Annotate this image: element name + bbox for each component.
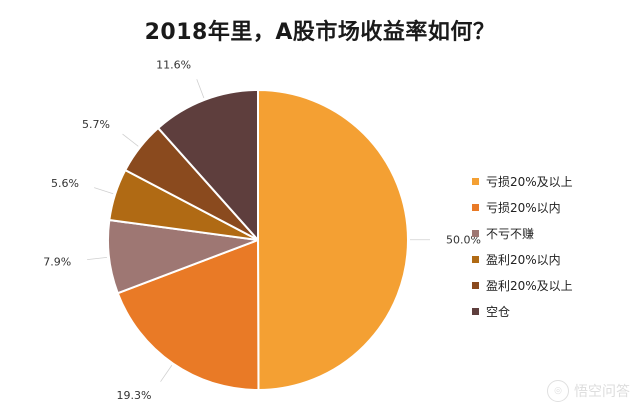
label-leader-line xyxy=(87,256,108,261)
legend-item: 不亏不赚 xyxy=(472,220,573,246)
pie-slice xyxy=(156,88,259,243)
legend-item: 盈利20%以内 xyxy=(472,246,573,272)
legend-swatch xyxy=(472,255,479,263)
legend-item: 亏损20%以内 xyxy=(472,194,573,220)
watermark-text: 悟空问答 xyxy=(574,384,630,400)
label-leader-line xyxy=(196,79,205,99)
data-labels: 50.0% 19.3% 7.9% 5.6% 5.7% 11.6% xyxy=(43,58,481,402)
data-label: 7.9% xyxy=(43,255,71,268)
wukong-logo-icon: ◎ xyxy=(547,380,569,402)
legend-swatch xyxy=(472,229,479,237)
legend-swatch xyxy=(472,177,479,185)
legend-label: 空仓 xyxy=(486,304,511,319)
legend-label: 不亏不赚 xyxy=(486,226,535,241)
data-label: 5.7% xyxy=(82,118,110,131)
pie-slices xyxy=(107,88,409,392)
legend-swatch xyxy=(472,281,479,289)
watermark: ◎ 悟空问答 xyxy=(547,380,630,402)
legend-label: 亏损20%以内 xyxy=(486,200,561,215)
pie-slice xyxy=(116,238,260,391)
legend-label: 盈利20%及以上 xyxy=(486,278,573,293)
pie-slice xyxy=(257,88,409,392)
legend-swatch xyxy=(472,203,479,211)
label-leader-line xyxy=(94,187,114,195)
legend: 亏损20%及以上 亏损20%以内 不亏不赚盈利20%以内 盈利20%及以上 空仓 xyxy=(472,168,573,324)
data-label: 11.6% xyxy=(156,58,191,71)
legend-item: 空仓 xyxy=(472,298,573,324)
label-leader-line xyxy=(122,133,139,147)
legend-item: 盈利20%及以上 xyxy=(472,272,573,298)
legend-label: 亏损20%及以上 xyxy=(486,174,573,189)
chart-title: 2018年里，A股市场收益率如何？ xyxy=(144,20,496,45)
data-label: 5.6% xyxy=(51,177,79,190)
legend-label: 盈利20%以内 xyxy=(486,252,561,267)
label-leader-line xyxy=(160,365,173,382)
data-label: 50.0% xyxy=(446,234,481,247)
data-label: 19.3% xyxy=(116,389,151,402)
legend-swatch xyxy=(472,307,479,315)
legend-item: 亏损20%及以上 xyxy=(472,168,573,194)
label-leader-lines xyxy=(87,79,431,382)
